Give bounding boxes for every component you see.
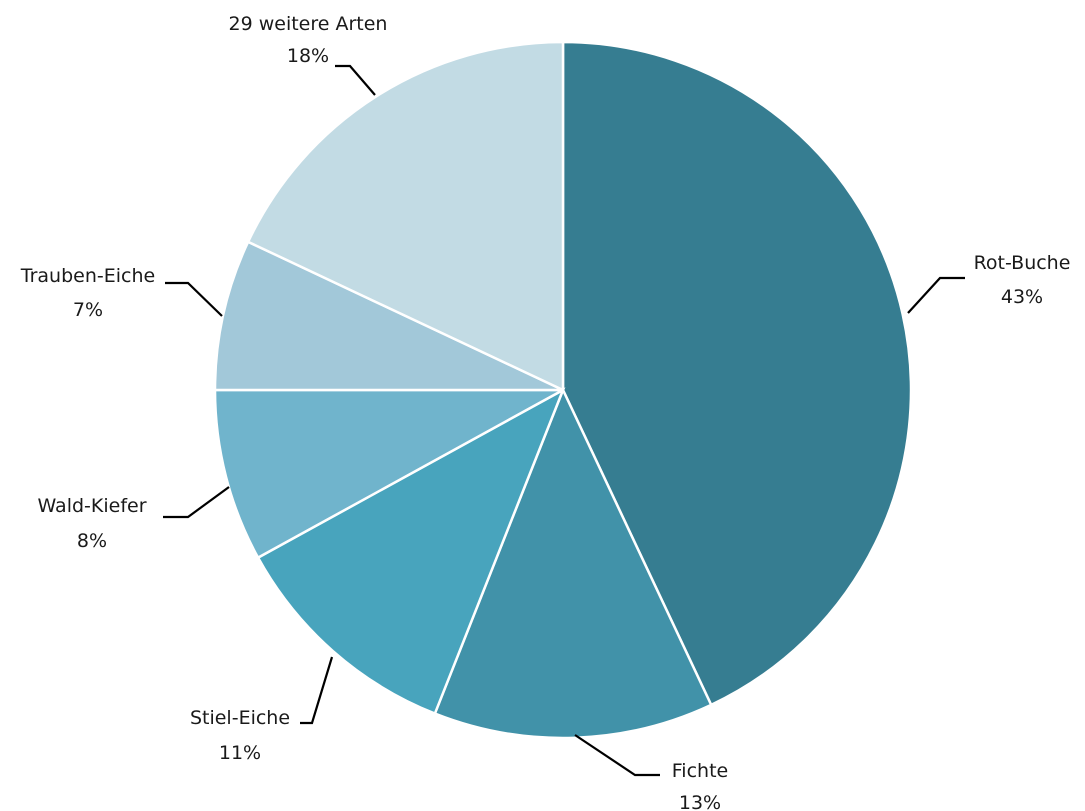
pie-slice-wald-kiefer (213, 388, 564, 560)
slice-label-trauben-eiche: Trauben-Eiche (20, 265, 155, 287)
slice-percent-fichte: 13% (679, 792, 721, 811)
leader-line-rot-buche (907, 276, 965, 314)
pie-slices (213, 40, 913, 740)
slice-percent-stiel-eiche: 11% (219, 742, 261, 764)
leader-line-trauben-eiche (165, 281, 223, 317)
slice-label-29-weitere-arten: 29 weitere Arten (229, 13, 388, 35)
slice-percent-wald-kiefer: 8% (77, 530, 107, 552)
pie-slice-trauben-eiche (213, 240, 564, 392)
leader-line-fichte (574, 734, 660, 777)
slice-percent-trauben-eiche: 7% (73, 299, 103, 321)
slice-label-wald-kiefer: Wald-Kiefer (37, 495, 146, 517)
slice-label-rot-buche: Rot-Buche (974, 252, 1071, 274)
leader-line-stiel-eiche (300, 656, 334, 725)
slice-label-fichte: Fichte (672, 760, 728, 782)
slice-labels: Rot-Buche 43% Fichte 13% Stiel-Eiche 11% Wald-… (20, 13, 1071, 811)
leader-line-wald-kiefer (163, 486, 230, 519)
slice-percent-29-weitere-arten: 18% (287, 45, 329, 67)
leader-lines (163, 64, 965, 777)
pie-slice-29-weitere-arten (246, 40, 565, 392)
pie-slice-stiel-eiche (256, 387, 566, 716)
pie-slice-fichte (433, 386, 713, 740)
slice-label-stiel-eiche: Stiel-Eiche (190, 707, 290, 729)
slice-percent-rot-buche: 43% (1001, 286, 1043, 308)
leader-line-29-weitere-arten (335, 64, 376, 96)
pie-slice-rot-buche (561, 40, 913, 707)
